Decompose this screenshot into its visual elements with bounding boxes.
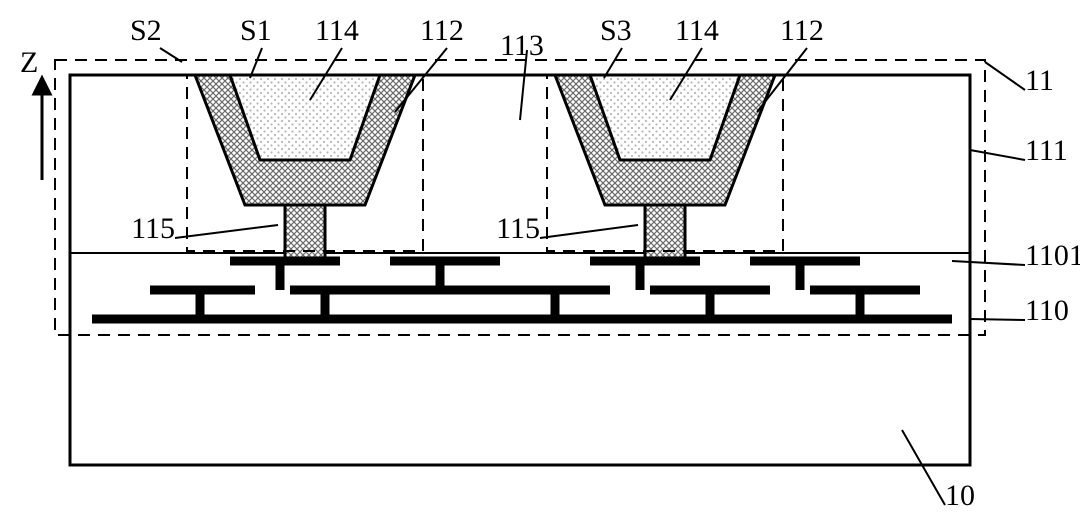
label-l114a: 114 <box>315 14 359 47</box>
canvas-bg <box>0 0 1080 514</box>
label-S3: S3 <box>600 14 632 47</box>
label-S1: S1 <box>240 14 272 47</box>
label-Z: Z <box>20 46 38 79</box>
label-l115a: 115 <box>131 212 175 245</box>
region-115-1 <box>285 205 325 261</box>
label-l112b: 112 <box>780 14 824 47</box>
label-l114b: 114 <box>675 14 719 47</box>
region-115-2 <box>645 205 685 261</box>
label-S2: S2 <box>130 14 162 47</box>
label-la111: 111 <box>1025 134 1068 167</box>
label-la110: 110 <box>1025 294 1069 327</box>
label-la11: 11 <box>1025 64 1054 97</box>
leader-la110 <box>970 319 1025 320</box>
label-l113: 113 <box>500 29 544 62</box>
label-la1101: 1101 <box>1025 239 1080 272</box>
label-l112a: 112 <box>420 14 464 47</box>
label-l115b: 115 <box>496 212 540 245</box>
label-la10: 10 <box>945 479 975 512</box>
